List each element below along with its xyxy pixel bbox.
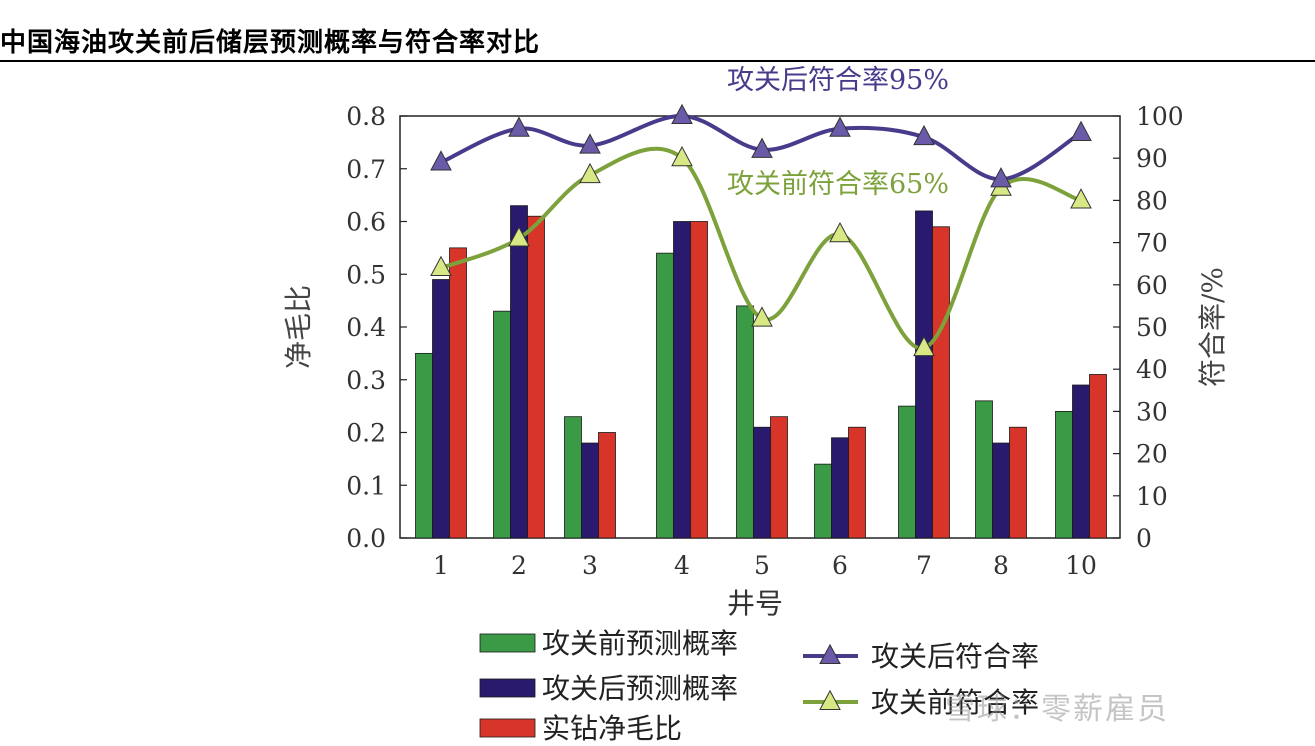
- line-point: [990, 167, 1012, 188]
- right-axis-tick-label: 40: [1136, 355, 1168, 384]
- right-axis-tick-label: 60: [1136, 271, 1168, 300]
- right-axis-tick-label: 0: [1136, 524, 1152, 553]
- bar: [915, 210, 933, 539]
- bar: [1072, 384, 1090, 539]
- left-axis-tick-label: 0.2: [346, 419, 386, 448]
- bar: [432, 279, 450, 539]
- left-axis-tick-label: 0.3: [346, 366, 386, 395]
- left-axis-tick-label: 0.5: [346, 260, 386, 289]
- bar: [690, 221, 708, 539]
- bar: [527, 215, 545, 539]
- right-axis-tick-label: 20: [1136, 440, 1168, 469]
- bar: [1089, 374, 1107, 539]
- legend-label: 攻关后符合率: [871, 640, 1039, 673]
- bar: [673, 221, 691, 539]
- x-axis-tick-label: 4: [674, 551, 690, 580]
- bar: [564, 416, 582, 539]
- legend-swatch: [479, 718, 536, 738]
- left-axis-tick-label: 0.6: [346, 208, 386, 237]
- bar: [848, 426, 866, 539]
- line-point: [913, 335, 935, 357]
- bar: [1055, 410, 1073, 539]
- x-axis-tick-label: 5: [754, 551, 770, 580]
- line-point: [913, 124, 935, 146]
- x-axis-title: 井号: [727, 587, 783, 620]
- annotation-after: 攻关后符合率95%: [727, 65, 949, 96]
- page-title: 中国海油攻关前后储层预测概率与符合率对比: [0, 28, 541, 58]
- bar: [831, 437, 849, 539]
- annotation-before: 攻关前符合率65%: [727, 169, 949, 200]
- bar: [1009, 426, 1027, 539]
- bar: [493, 310, 511, 539]
- legend-swatch: [479, 678, 536, 698]
- right-axis-tick-label: 90: [1136, 144, 1168, 173]
- legend-marker: [819, 643, 841, 665]
- watermark-text: 雪球：零薪雇员: [945, 692, 1169, 727]
- right-axis-tick-label: 30: [1136, 397, 1168, 426]
- line-point: [751, 137, 773, 158]
- line-point: [579, 133, 601, 154]
- y-axis-title: 净毛比: [282, 285, 315, 369]
- legend-swatch: [479, 633, 536, 653]
- line-point: [430, 255, 452, 276]
- bar: [598, 432, 616, 539]
- legend-marker: [819, 689, 841, 711]
- bar: [898, 405, 916, 539]
- bar: [449, 247, 467, 539]
- bar: [975, 400, 993, 539]
- left-axis-tick-label: 0.1: [346, 471, 386, 500]
- bar: [992, 442, 1010, 539]
- line-point: [671, 145, 693, 167]
- line-series: [440, 146, 1082, 351]
- x-axis-tick-label: 1: [433, 551, 449, 580]
- bar: [736, 305, 754, 539]
- right-axis-tick-label: 80: [1136, 186, 1168, 215]
- bar: [770, 416, 788, 539]
- bar: [656, 252, 674, 539]
- right-axis-tick-label: 70: [1136, 229, 1168, 258]
- x-axis-tick-label: 7: [916, 551, 932, 580]
- right-axis-tick-label: 100: [1136, 102, 1184, 131]
- x-axis-tick-label: 6: [832, 551, 848, 580]
- legend-label: 攻关前符合率: [871, 686, 1039, 719]
- line-point: [829, 116, 851, 137]
- bar: [510, 205, 528, 539]
- page-header: 中国海油攻关前后储层预测概率与符合率对比: [0, 0, 1315, 62]
- x-axis-tick-label: 10: [1065, 551, 1097, 580]
- line-point: [579, 162, 601, 184]
- line-point: [1070, 188, 1092, 209]
- line-point: [1070, 120, 1092, 141]
- bar: [814, 463, 832, 539]
- line-point: [430, 150, 452, 171]
- left-axis-tick-label: 0.0: [346, 524, 386, 553]
- left-axis-tick-label: 0.7: [346, 155, 386, 184]
- x-axis-tick-label: 2: [511, 551, 527, 580]
- right-axis-tick-label: 10: [1136, 482, 1168, 511]
- right-axis-tick-label: 50: [1136, 313, 1168, 342]
- x-axis-tick-label: 3: [582, 551, 598, 580]
- bar: [415, 352, 433, 539]
- bar: [581, 442, 599, 539]
- legend-label: 攻关前预测概率: [542, 627, 738, 660]
- legend-label: 攻关后预测概率: [542, 672, 738, 705]
- bar: [753, 426, 771, 539]
- line-point: [508, 116, 530, 137]
- title-underline: [0, 60, 1315, 62]
- legend-label: 实钻净毛比: [542, 712, 682, 745]
- left-axis-tick-label: 0.4: [346, 313, 386, 342]
- y2-axis-title: 符合率/%: [1196, 267, 1229, 387]
- line-point: [829, 221, 851, 243]
- bar: [932, 226, 950, 539]
- line-point: [671, 103, 693, 125]
- line-point: [751, 306, 773, 327]
- x-axis-tick-label: 8: [993, 551, 1009, 580]
- line-point: [508, 226, 530, 247]
- left-axis-tick-label: 0.8: [346, 102, 386, 131]
